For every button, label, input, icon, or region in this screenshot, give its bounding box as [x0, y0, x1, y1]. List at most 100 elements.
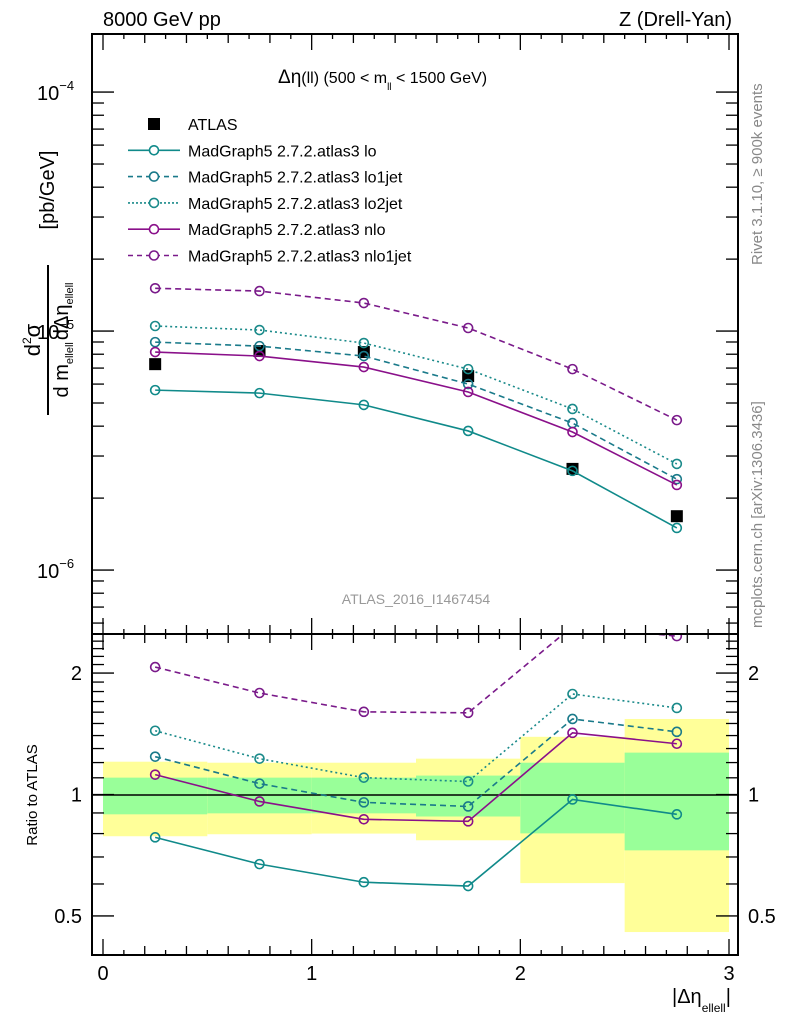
y-tick-exponent: −6 [59, 556, 74, 571]
ylabel-den-sub1: ellell [64, 342, 76, 364]
ratio-y-tick-label-right: 2 [748, 663, 759, 685]
series-madgraph5-2-7-2-atlas3-nlo [149, 346, 683, 491]
data-point [462, 816, 474, 827]
series-madgraph5-2-7-2-atlas3-lo1jet [149, 336, 683, 485]
data-point [358, 297, 370, 309]
legend-item-madgraph5-2-7-2-atlas3-lo2jet: MadGraph5 2.7.2.atlas3 lo2jet [128, 196, 403, 213]
data-point [567, 794, 578, 805]
axis-tick-labels: 0 1 2 310−410−510−62 21 10.5 0.5 [37, 78, 776, 985]
legend-marker-square-icon [148, 118, 160, 130]
legend-label: MadGraph5 2.7.2.atlas3 nlo1jet [188, 249, 412, 266]
data-point [462, 880, 474, 892]
ylabel-unit: [pb/GeV] [37, 151, 59, 230]
series-line [155, 389, 678, 529]
y-tick-base: 10 [37, 561, 59, 583]
data-point [149, 832, 161, 843]
data-point [149, 282, 161, 294]
annotation-delta-eta: Δη [278, 67, 301, 88]
title-right: Z (Drell-Yan) [619, 9, 732, 31]
legend-marker-circle-icon [148, 171, 160, 182]
data-point [358, 797, 370, 808]
y-tick-exponent: −4 [59, 78, 74, 93]
ratio-y-tick-label-left: 1 [71, 785, 82, 807]
data-point [149, 358, 162, 371]
legend: ATLAS MadGraph5 2.7.2.atlas3 lo MadGraph5 … [128, 117, 412, 266]
data-point [671, 414, 683, 426]
series-line [154, 634, 677, 714]
data-point [462, 363, 474, 375]
series-madgraph5-2-7-2-atlas3-lo [149, 794, 683, 892]
series-madgraph5-2-7-2-atlas3-lo1jet [149, 713, 683, 812]
series-atlas [149, 345, 683, 523]
legend-item-madgraph5-2-7-2-atlas3-lo: MadGraph5 2.7.2.atlas3 lo [128, 143, 377, 160]
data-point [567, 713, 578, 725]
y-tick-label: 10−6 [37, 556, 74, 583]
ratio-y-tick-label-left: 2 [71, 663, 82, 685]
data-point [567, 688, 578, 700]
ylabel-numerator: d2σ [20, 323, 45, 356]
ratio-y-tick-label-left: 0.5 [54, 906, 82, 928]
series-madgraph5-2-7-2-atlas3-nlo1jet [149, 282, 683, 426]
data-point [568, 622, 577, 631]
data-point [462, 425, 474, 437]
data-point [671, 458, 683, 470]
data-point [462, 378, 474, 390]
ratio-ylabel: Ratio to ATLAS [24, 744, 41, 845]
rivet-version-text: Rivet 3.1.10, ≥ 900k events [749, 83, 766, 265]
data-point [671, 473, 683, 485]
data-point [254, 753, 265, 764]
uncertainty-bands [103, 718, 729, 933]
data-point [358, 772, 370, 783]
legend-label: MadGraph5 2.7.2.atlas3 lo [188, 143, 377, 160]
legend-marker-circle-icon [148, 197, 160, 209]
series-line [155, 341, 678, 480]
data-point [670, 510, 683, 523]
ratio-y-tick-label-right: 0.5 [748, 906, 776, 928]
data-point [358, 337, 370, 349]
mcplots-credit-text: mcplots.cern.ch [arXiv:1306.3436] [749, 401, 766, 628]
data-point [254, 778, 265, 789]
annotation-text: (ll) (500 < m [301, 70, 387, 87]
xlabel: |Δηellell| [672, 986, 731, 1015]
series-line [155, 325, 678, 465]
analysis-watermark: ATLAS_2016_I1467454 [342, 591, 491, 607]
data-point [671, 726, 683, 738]
ylabel-num-sigma: σ [20, 323, 45, 337]
legend-marker-circle-icon [148, 223, 160, 235]
data-point [254, 285, 265, 297]
x-tick-label: 0 [97, 963, 108, 985]
series-line [155, 351, 678, 486]
data-point [462, 776, 474, 787]
series-madgraph5-2-7-2-atlas3-lo2jet [149, 688, 683, 787]
annotation-suffix: < 1500 GeV) [392, 70, 488, 87]
series-line [154, 798, 677, 887]
data-point [462, 322, 474, 334]
plot-annotation: Δη(ll) (500 < mll < 1500 GeV) [278, 67, 487, 93]
data-point [671, 702, 683, 714]
xlabel-end: | [726, 986, 731, 1008]
stat-uncertainty-band [624, 752, 729, 851]
legend-label: MadGraph5 2.7.2.atlas3 nlo [188, 222, 386, 239]
data-point [671, 634, 683, 642]
x-tick-label: 3 [723, 963, 734, 985]
data-point [358, 706, 370, 718]
data-point [358, 876, 370, 888]
legend-item-madgraph5-2-7-2-atlas3-nlo: MadGraph5 2.7.2.atlas3 nlo [128, 222, 386, 239]
legend-label: MadGraph5 2.7.2.atlas3 lo2jet [188, 196, 403, 213]
data-point [254, 858, 265, 870]
legend-item-madgraph5-2-7-2-atlas3-nlo1jet: MadGraph5 2.7.2.atlas3 nlo1jet [128, 249, 412, 266]
data-point [567, 417, 578, 429]
data-point [149, 725, 161, 737]
xlabel-main: |Δη [672, 986, 702, 1008]
main-ylabel: d2σ d mellelldΔηellell [pb/GeV] [20, 151, 76, 415]
title-left: 8000 GeV pp [103, 9, 221, 31]
data-point [462, 801, 474, 812]
data-point [567, 363, 578, 375]
data-point [358, 813, 370, 825]
ylabel-den-sub2: ellell [64, 283, 76, 305]
annotation-subscript: ll [387, 82, 391, 93]
data-point [462, 386, 474, 398]
main-series-group [149, 282, 683, 534]
data-point [671, 809, 683, 820]
data-point [567, 727, 578, 739]
